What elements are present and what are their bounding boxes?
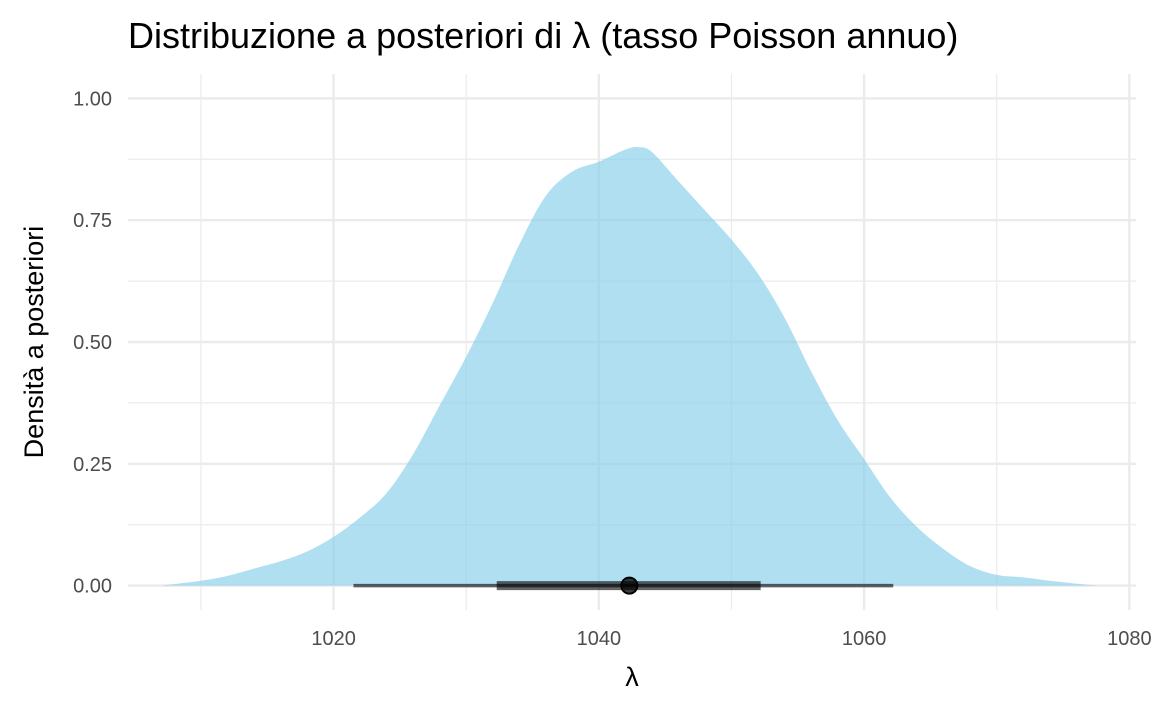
y-tick-label: 0.50	[73, 332, 112, 354]
x-axis-label: λ	[625, 662, 639, 692]
y-tick-label: 1.00	[73, 88, 112, 110]
y-tick-label: 0.25	[73, 454, 112, 476]
x-tick-label: 1060	[842, 628, 887, 650]
point-estimate-marker	[620, 576, 639, 595]
y-axis-label: Densità a posteriori	[19, 226, 49, 459]
x-tick-label: 1020	[311, 628, 356, 650]
x-tick-label: 1040	[577, 628, 622, 650]
interval-summary	[353, 576, 894, 595]
y-axis-ticks: 0.00 0.25 0.50 0.75 1.00	[73, 88, 112, 597]
posterior-density-area	[161, 146, 1097, 586]
chart-title: Distribuzione a posteriori di λ (tasso P…	[128, 15, 958, 56]
y-tick-label: 0.00	[73, 576, 112, 598]
y-tick-label: 0.75	[73, 210, 112, 232]
x-tick-label: 1080	[1107, 628, 1152, 650]
x-axis-ticks: 1020 1040 1060 1080	[311, 628, 1151, 650]
